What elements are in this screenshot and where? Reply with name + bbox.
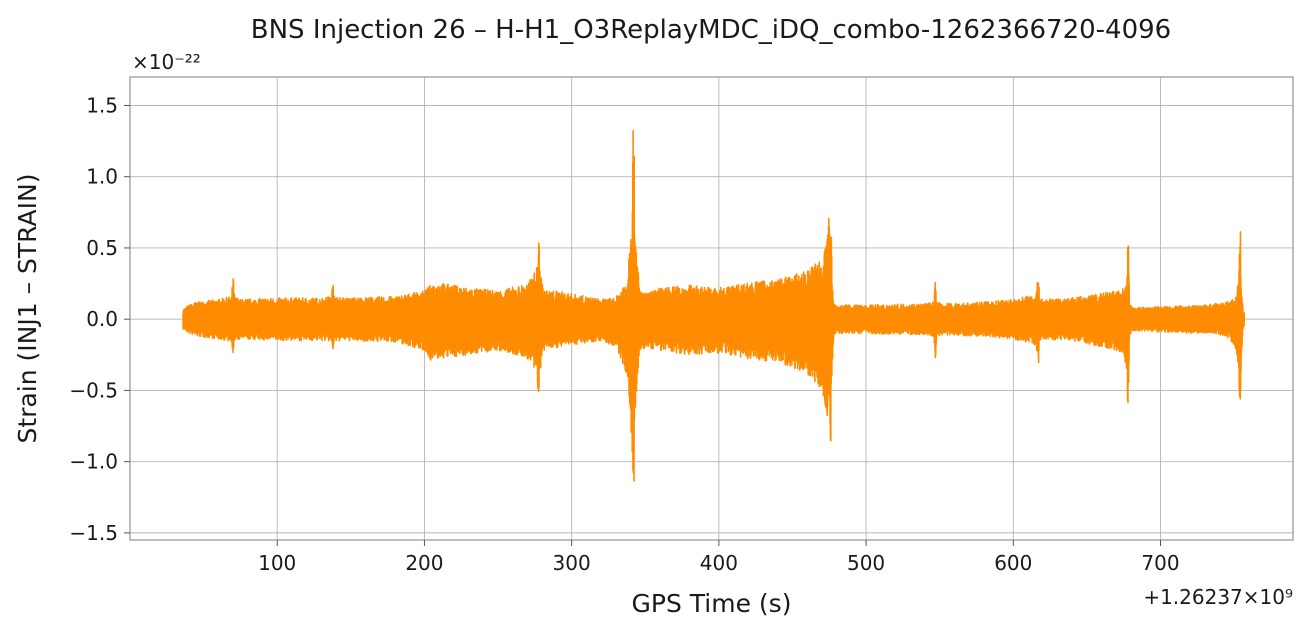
x-tick-label: 700 xyxy=(1141,551,1179,575)
x-tick-label: 300 xyxy=(553,551,591,575)
x-tick-label: 200 xyxy=(405,551,443,575)
plot-area xyxy=(182,129,1246,482)
y-tick-label: −1.0 xyxy=(69,450,118,474)
axes-frame xyxy=(129,76,1294,541)
x-axis-label: GPS Time (s) xyxy=(632,589,792,618)
y-axis-label: Strain (INJ1 – STRAIN) xyxy=(13,174,42,444)
chart-title: BNS Injection 26 – H-H1_O3ReplayMDC_iDQ_… xyxy=(251,15,1171,45)
y-tick-label: 1.5 xyxy=(86,93,118,117)
x-tick-label: 600 xyxy=(994,551,1032,575)
y-tick-label: 1.0 xyxy=(86,165,118,189)
y-tick-label: −0.5 xyxy=(69,378,118,402)
x-axis-ticks: 100 200 300 400 500 600 700 xyxy=(258,540,1180,575)
x-tick-label: 500 xyxy=(847,551,885,575)
x-tick-label: 400 xyxy=(700,551,738,575)
strain-signal-trace xyxy=(182,129,1246,482)
y-tick-label: 0.5 xyxy=(86,236,118,260)
y-axis-ticks: 1.5 1.0 0.5 0.0 −0.5 −1.0 −1.5 xyxy=(69,93,130,545)
y-tick-label: −1.5 xyxy=(69,521,118,545)
x-offset-label: +1.26237×10⁹ xyxy=(1143,585,1293,609)
x-tick-label: 100 xyxy=(258,551,296,575)
y-tick-label: 0.0 xyxy=(86,307,118,331)
y-scale-multiplier: ×10⁻²² xyxy=(132,50,201,74)
